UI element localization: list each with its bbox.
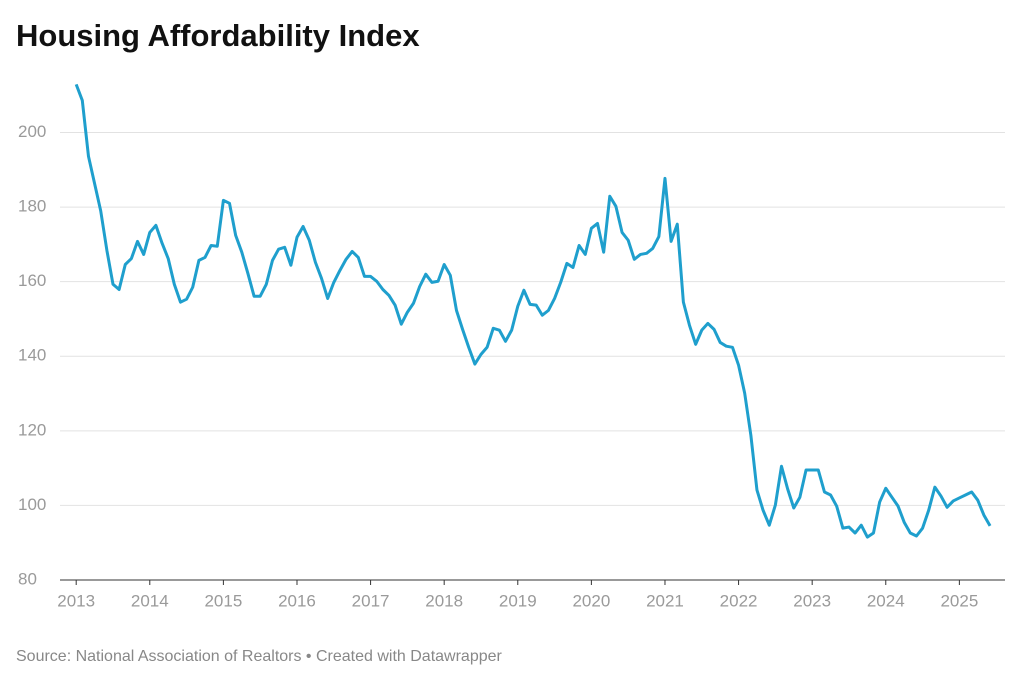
x-tick-label: 2018: [425, 591, 463, 610]
y-tick-label: 200: [18, 122, 46, 141]
y-tick-label: 80: [18, 569, 37, 588]
y-tick-label: 160: [18, 271, 46, 290]
x-tick-label: 2015: [204, 591, 242, 610]
y-tick-label: 120: [18, 420, 46, 439]
y-tick-label: 140: [18, 346, 46, 365]
x-tick-label: 2021: [646, 591, 684, 610]
chart-title: Housing Affordability Index: [16, 18, 420, 53]
source-note: Source: National Association of Realtors…: [16, 648, 503, 665]
x-tick-label: 2019: [499, 591, 537, 610]
x-tick-label: 2016: [278, 591, 316, 610]
x-tick-label: 2024: [867, 591, 905, 610]
x-tick-label: 2013: [57, 591, 95, 610]
data-line: [74, 83, 992, 539]
x-tick-label: 2022: [720, 591, 758, 610]
y-tick-label: 180: [18, 197, 46, 216]
x-tick-label: 2014: [131, 591, 169, 610]
x-tick-label: 2017: [352, 591, 390, 610]
y-tick-label: 100: [18, 495, 46, 514]
x-tick-label: 2023: [793, 591, 831, 610]
x-tick-label: 2025: [940, 591, 978, 610]
x-tick-label: 2020: [572, 591, 610, 610]
